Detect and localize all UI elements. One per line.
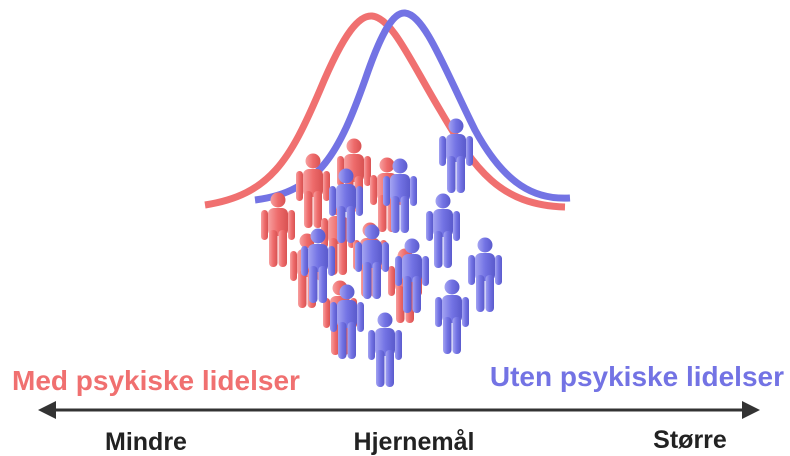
distribution-curve-with — [204, 12, 566, 211]
distribution-curve-without — [254, 9, 571, 204]
axis-left-label: Mindre — [105, 428, 187, 456]
person-icon — [439, 119, 473, 194]
person-icon — [368, 313, 402, 388]
group-label-with: Med psykiske lidelser — [12, 365, 300, 396]
person-icon — [468, 238, 502, 313]
arrow-head-left — [38, 401, 56, 419]
arrow-head-right — [742, 401, 760, 419]
axis-right-label: Større — [653, 426, 727, 454]
group-label-without: Uten psykiske lidelser — [490, 361, 784, 392]
person-icon — [426, 194, 460, 269]
person-icon — [435, 280, 469, 355]
axis-arrow — [38, 401, 760, 419]
axis-title: Hjernemål — [354, 428, 475, 456]
person-icon — [261, 193, 295, 268]
